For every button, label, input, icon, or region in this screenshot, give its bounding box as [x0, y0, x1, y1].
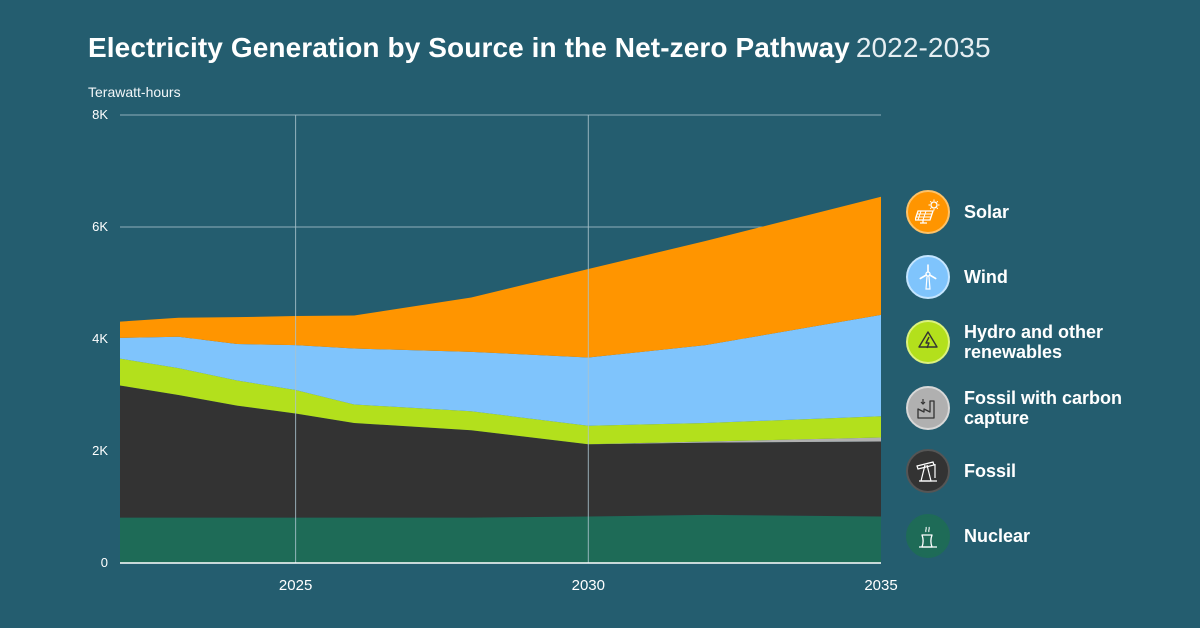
y-tick-label: 0 — [101, 555, 108, 570]
legend-label: Nuclear — [964, 526, 1031, 546]
y-tick-label: 2K — [92, 443, 108, 458]
oil-pump-icon — [906, 449, 950, 493]
area-series-solar — [120, 196, 881, 358]
x-tick-label: 2025 — [279, 577, 312, 594]
vertical-grid-lines — [295, 115, 589, 563]
legend-label: Wind — [964, 267, 1008, 287]
cooling-tower-icon — [906, 514, 950, 558]
chart-title-main: Electricity Generation by Source in the … — [88, 32, 850, 63]
area-series-nuclear — [120, 514, 881, 563]
y-axis-label: Terawatt-hours — [88, 84, 181, 100]
legend-item-solar[interactable]: Solar — [906, 188, 1196, 236]
chart-subtitle: 2022-2035 — [855, 32, 991, 63]
y-tick-label: 8K — [92, 107, 108, 122]
recycle-lightning-icon — [906, 320, 950, 364]
legend-label: Fossil with carbon capture — [964, 388, 1123, 428]
legend-item-wind[interactable]: Wind — [906, 253, 1196, 301]
y-tick-label: 6K — [92, 219, 108, 234]
legend-label: Fossil — [964, 461, 1017, 481]
legend-item-hydro-renewables[interactable]: Hydro and other renewables — [906, 318, 1196, 366]
area-series-fossil — [120, 385, 881, 518]
chart-title: Electricity Generation by Source in the … — [88, 32, 991, 64]
y-tick-label: 4K — [92, 331, 108, 346]
area-series-wind — [120, 314, 881, 426]
solar-panel-icon — [906, 190, 950, 234]
legend-label: Solar — [964, 202, 1010, 222]
axes: 0 2K 4K 6K 8K 2025 2030 2035 — [92, 107, 898, 594]
legend-item-nuclear[interactable]: Nuclear — [906, 512, 1196, 560]
x-tick-label: 2030 — [572, 577, 605, 594]
legend-item-fossil-ccs[interactable]: Fossil with carbon capture — [906, 384, 1196, 432]
legend-item-fossil[interactable]: Fossil — [906, 447, 1196, 495]
area-series-group — [120, 196, 881, 563]
x-tick-label: 2035 — [864, 577, 897, 594]
carbon-capture-factory-icon — [906, 386, 950, 430]
legend-label: Hydro and other renewables — [964, 322, 1104, 362]
area-series-hydro-and-other-renewables — [120, 358, 881, 445]
wind-turbine-icon — [906, 255, 950, 299]
